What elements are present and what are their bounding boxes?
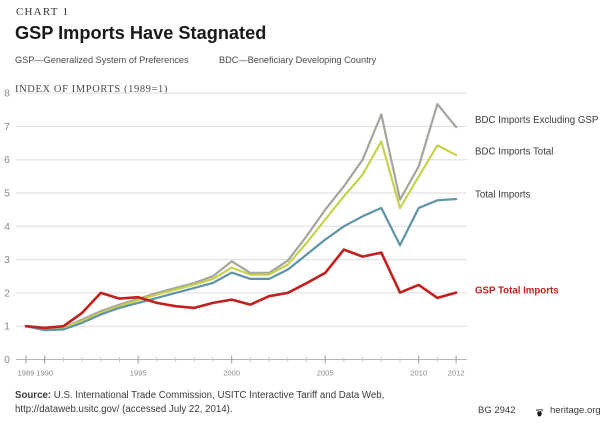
- svg-text:1995: 1995: [130, 369, 147, 378]
- svg-text:GSP Total Imports: GSP Total Imports: [475, 286, 559, 297]
- svg-text:2012: 2012: [448, 369, 465, 378]
- svg-text:Total Imports: Total Imports: [475, 190, 531, 201]
- svg-text:6: 6: [4, 154, 10, 166]
- svg-text:4: 4: [4, 221, 10, 233]
- svg-text:1990: 1990: [36, 369, 53, 378]
- svg-text:2000: 2000: [223, 369, 240, 378]
- svg-text:2005: 2005: [317, 369, 334, 378]
- svg-text:2010: 2010: [410, 369, 427, 378]
- svg-text:BDC Imports Excluding GSP: BDC Imports Excluding GSP: [475, 115, 598, 126]
- svg-text:1: 1: [4, 321, 10, 333]
- svg-text:0: 0: [4, 354, 10, 366]
- svg-text:BDC Imports Total: BDC Imports Total: [475, 147, 553, 158]
- svg-text:7: 7: [4, 121, 10, 133]
- svg-text:8: 8: [4, 88, 10, 100]
- svg-text:2: 2: [4, 287, 10, 299]
- svg-text:1989: 1989: [18, 369, 35, 378]
- svg-text:3: 3: [4, 254, 10, 266]
- svg-text:5: 5: [4, 188, 10, 200]
